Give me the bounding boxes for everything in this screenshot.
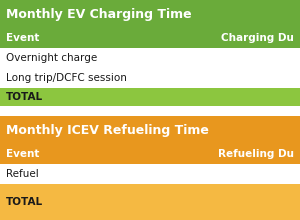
Text: Refueling Du: Refueling Du [218,149,294,159]
Text: Charging Du: Charging Du [221,33,294,43]
Text: Refuel: Refuel [6,169,39,179]
Bar [0,164,300,184]
Bar [0,88,300,106]
Text: Event: Event [6,149,39,159]
Bar [0,48,300,68]
Text: Monthly EV Charging Time: Monthly EV Charging Time [6,7,192,20]
Text: Event: Event [6,33,39,43]
Bar [0,184,300,220]
Text: Long trip/DCFC session: Long trip/DCFC session [6,73,127,83]
Bar [0,116,300,144]
Bar [0,0,300,28]
Text: Overnight charge: Overnight charge [6,53,97,63]
Text: TOTAL: TOTAL [6,92,43,102]
Bar [0,144,300,164]
Bar [0,68,300,88]
Text: Monthly ICEV Refueling Time: Monthly ICEV Refueling Time [6,123,209,136]
Bar [0,28,300,48]
Text: TOTAL: TOTAL [6,197,43,207]
Bar [0,106,300,116]
